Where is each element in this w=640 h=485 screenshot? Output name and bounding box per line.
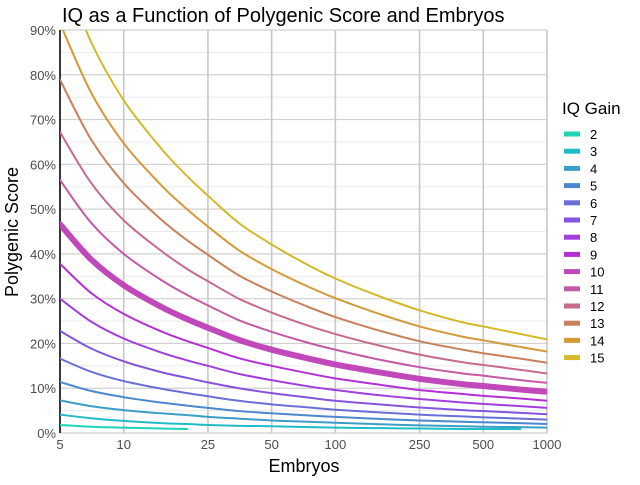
y-tick-label: 80% — [30, 68, 56, 83]
legend-label-5: 5 — [590, 179, 597, 194]
series-line-12 — [60, 131, 547, 375]
series-line-13 — [60, 78, 547, 364]
legend-label-2: 2 — [590, 127, 597, 142]
x-tick-label: 100 — [325, 437, 347, 452]
legend-title: IQ Gain — [562, 99, 621, 118]
y-axis-label: Polygenic Score — [2, 167, 22, 297]
legend-label-14: 14 — [590, 333, 604, 348]
chart-title: IQ as a Function of Polygenic Score and … — [62, 5, 504, 27]
legend-label-4: 4 — [590, 161, 597, 176]
legend: IQ Gain 2 3 4 5 6 7 8 9 10 11 12 13 14 15 — [562, 99, 621, 366]
legend-label-15: 15 — [590, 351, 604, 366]
y-tick-label: 10% — [30, 381, 56, 396]
series-line-2 — [60, 423, 189, 430]
y-tick-label: 50% — [30, 202, 56, 217]
y-axis: 0% 10% 20% 30% 40% 50% 60% 70% 80% 90% — [30, 23, 56, 441]
x-tick-label: 25 — [201, 437, 215, 452]
series-line-9 — [60, 262, 547, 402]
legend-label-9: 9 — [590, 247, 597, 262]
series-line-15 — [84, 30, 547, 341]
y-tick-label: 60% — [30, 157, 56, 172]
x-axis-label: Embryos — [268, 456, 339, 476]
legend-label-10: 10 — [590, 265, 604, 280]
legend-label-6: 6 — [590, 196, 597, 211]
y-tick-label: 90% — [30, 23, 56, 38]
legend-label-11: 11 — [590, 282, 604, 297]
series-line-11 — [60, 179, 547, 384]
legend-label-8: 8 — [590, 230, 597, 245]
x-tick-label: 10 — [116, 437, 130, 452]
series-line-8 — [60, 297, 547, 409]
legend-label-7: 7 — [590, 213, 597, 228]
series-line-4 — [60, 399, 547, 429]
legend-label-3: 3 — [590, 144, 597, 159]
x-tick-label: 500 — [472, 437, 494, 452]
series-line-14 — [61, 30, 547, 353]
x-tick-label: 5 — [56, 437, 63, 452]
x-tick-label: 250 — [409, 437, 431, 452]
legend-label-12: 12 — [590, 299, 604, 314]
series-line-5 — [60, 380, 547, 426]
x-axis: 5 10 25 50 100 250 500 1000 — [56, 437, 561, 452]
y-tick-label: 70% — [30, 113, 56, 128]
plot-area — [60, 30, 547, 431]
x-tick-label: 50 — [264, 437, 278, 452]
y-tick-label: 0% — [37, 426, 56, 441]
series-line-6 — [60, 357, 547, 421]
x-tick-label: 1000 — [533, 437, 562, 452]
legend-label-13: 13 — [590, 316, 604, 331]
series-line-3 — [60, 413, 522, 431]
y-tick-label: 40% — [30, 247, 56, 262]
series-line-7 — [60, 329, 547, 416]
y-tick-label: 30% — [30, 292, 56, 307]
series-line-10 — [60, 221, 547, 395]
y-tick-label: 20% — [30, 336, 56, 351]
